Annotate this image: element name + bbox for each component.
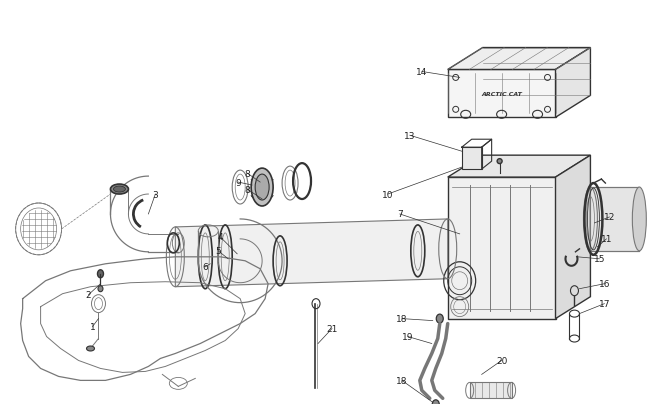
Text: 1: 1 xyxy=(90,322,96,331)
Text: 21: 21 xyxy=(326,324,337,333)
Text: 4: 4 xyxy=(217,233,223,242)
Text: 15: 15 xyxy=(593,255,605,264)
Ellipse shape xyxy=(432,400,439,405)
Ellipse shape xyxy=(98,270,103,278)
Ellipse shape xyxy=(497,159,502,164)
Text: ARCTIC CAT: ARCTIC CAT xyxy=(481,92,522,97)
Text: 18: 18 xyxy=(396,376,408,385)
Text: 19: 19 xyxy=(402,332,413,341)
Bar xyxy=(462,148,482,170)
Polygon shape xyxy=(448,156,590,178)
Text: 3: 3 xyxy=(153,190,158,199)
Text: 13: 13 xyxy=(404,131,415,141)
Polygon shape xyxy=(556,156,590,319)
Text: 16: 16 xyxy=(599,279,610,288)
Ellipse shape xyxy=(98,286,103,292)
Polygon shape xyxy=(176,220,448,287)
Polygon shape xyxy=(448,49,590,70)
Text: 6: 6 xyxy=(202,262,208,272)
Text: 11: 11 xyxy=(601,235,612,244)
Text: 5: 5 xyxy=(215,247,221,256)
Text: 20: 20 xyxy=(496,356,507,365)
Ellipse shape xyxy=(251,169,273,207)
Text: 2: 2 xyxy=(86,290,91,299)
Text: 12: 12 xyxy=(604,213,615,222)
Text: 17: 17 xyxy=(599,299,610,308)
Ellipse shape xyxy=(111,185,129,194)
Text: 8: 8 xyxy=(244,185,250,194)
Text: 7: 7 xyxy=(397,210,403,219)
Polygon shape xyxy=(556,49,590,118)
Ellipse shape xyxy=(114,187,125,192)
Polygon shape xyxy=(448,178,556,319)
Ellipse shape xyxy=(255,175,269,200)
Ellipse shape xyxy=(436,314,443,323)
Ellipse shape xyxy=(632,188,646,251)
Text: 18: 18 xyxy=(396,314,408,323)
Polygon shape xyxy=(448,70,556,118)
Text: 14: 14 xyxy=(416,68,428,77)
Ellipse shape xyxy=(86,346,94,351)
Bar xyxy=(470,382,512,399)
Text: 8: 8 xyxy=(244,169,250,178)
Bar xyxy=(590,188,640,251)
Text: 9: 9 xyxy=(235,178,241,187)
Text: 10: 10 xyxy=(382,190,394,199)
